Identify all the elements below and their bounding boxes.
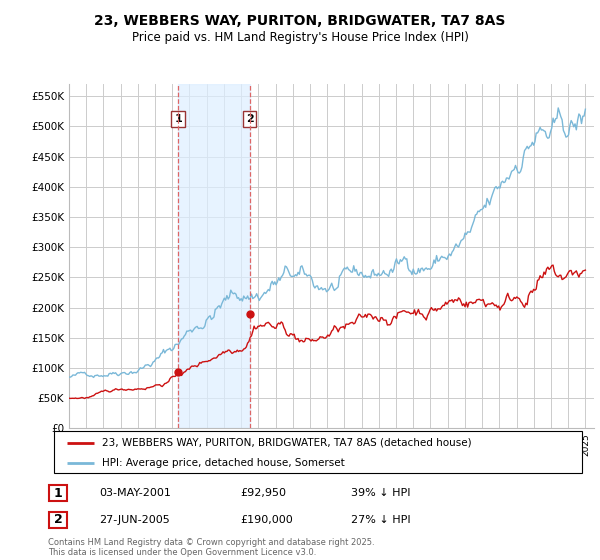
Text: Contains HM Land Registry data © Crown copyright and database right 2025.
This d: Contains HM Land Registry data © Crown c…: [48, 538, 374, 557]
FancyBboxPatch shape: [49, 485, 67, 501]
Text: £92,950: £92,950: [240, 488, 286, 498]
Text: 2: 2: [53, 514, 62, 526]
Text: 03-MAY-2001: 03-MAY-2001: [99, 488, 171, 498]
Text: £190,000: £190,000: [240, 515, 293, 525]
Text: 39% ↓ HPI: 39% ↓ HPI: [351, 488, 410, 498]
Text: Price paid vs. HM Land Registry's House Price Index (HPI): Price paid vs. HM Land Registry's House …: [131, 31, 469, 44]
Text: 1: 1: [53, 487, 62, 500]
Text: 23, WEBBERS WAY, PURITON, BRIDGWATER, TA7 8AS: 23, WEBBERS WAY, PURITON, BRIDGWATER, TA…: [94, 14, 506, 28]
Text: 1: 1: [174, 114, 182, 124]
Bar: [178, 84, 250, 428]
Text: 23, WEBBERS WAY, PURITON, BRIDGWATER, TA7 8AS (detached house): 23, WEBBERS WAY, PURITON, BRIDGWATER, TA…: [101, 438, 471, 448]
Text: 27-JUN-2005: 27-JUN-2005: [99, 515, 170, 525]
FancyBboxPatch shape: [54, 431, 582, 473]
Text: HPI: Average price, detached house, Somerset: HPI: Average price, detached house, Some…: [101, 458, 344, 468]
Text: 27% ↓ HPI: 27% ↓ HPI: [351, 515, 410, 525]
Text: 2: 2: [245, 114, 253, 124]
FancyBboxPatch shape: [49, 512, 67, 528]
